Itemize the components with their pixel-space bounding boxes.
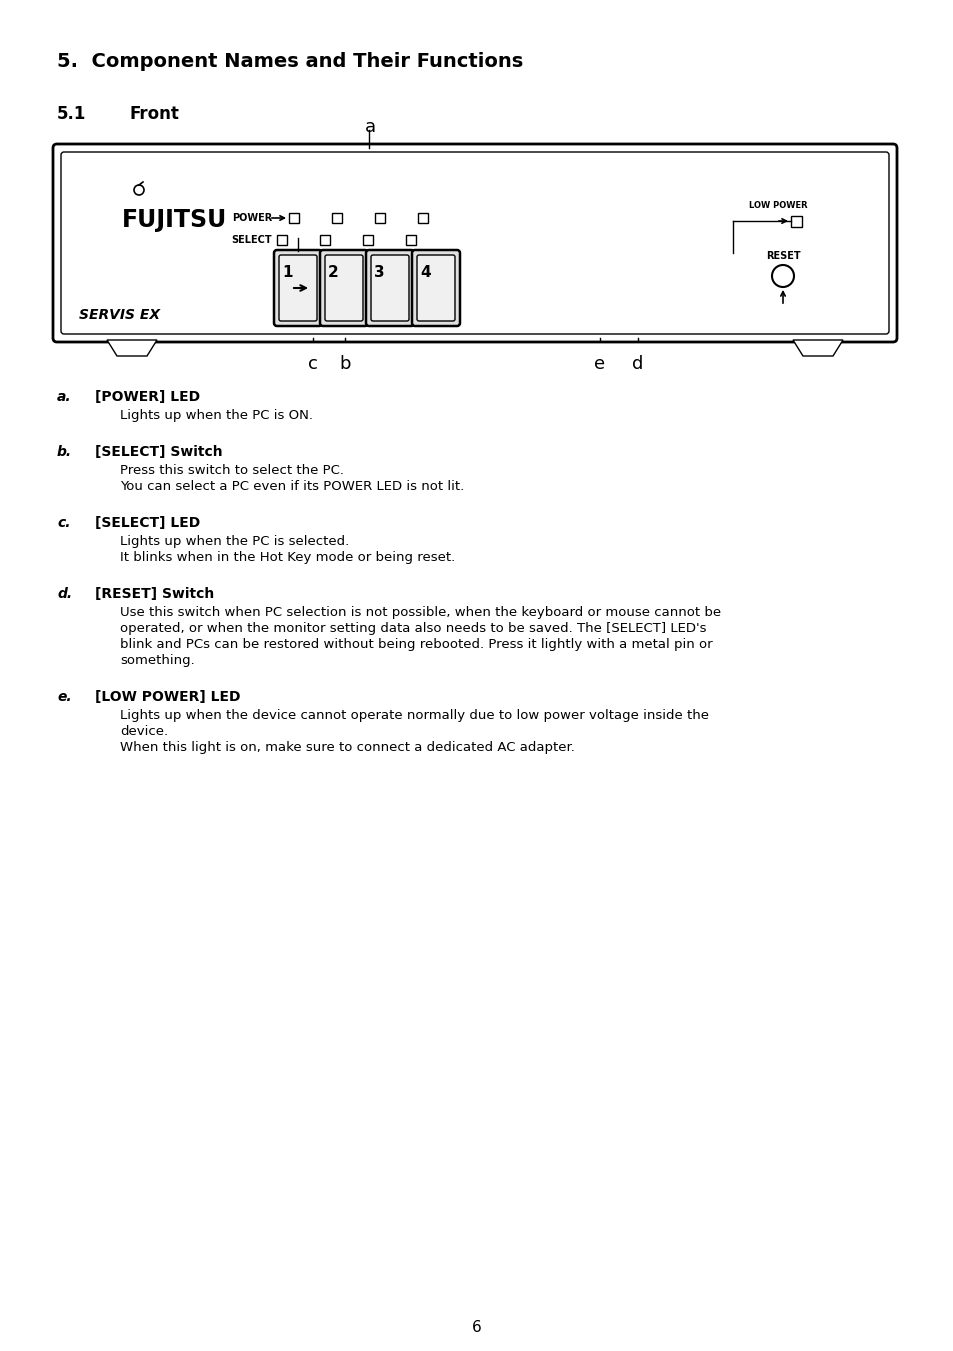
Text: LOW POWER: LOW POWER xyxy=(748,201,806,211)
Text: a: a xyxy=(365,118,375,136)
Text: 5.1: 5.1 xyxy=(57,105,87,123)
Text: c: c xyxy=(308,355,317,373)
Bar xyxy=(375,213,385,223)
FancyBboxPatch shape xyxy=(366,250,414,326)
Text: 2: 2 xyxy=(328,265,338,280)
Text: RESET: RESET xyxy=(765,251,800,261)
FancyBboxPatch shape xyxy=(371,255,409,322)
Circle shape xyxy=(133,185,144,195)
Bar xyxy=(319,235,330,245)
Bar xyxy=(289,213,298,223)
Bar xyxy=(276,235,287,245)
Text: e: e xyxy=(594,355,605,373)
Bar xyxy=(363,235,373,245)
Text: Press this switch to select the PC.: Press this switch to select the PC. xyxy=(120,463,344,477)
FancyBboxPatch shape xyxy=(412,250,459,326)
Text: e.: e. xyxy=(57,690,71,704)
Text: 5.  Component Names and Their Functions: 5. Component Names and Their Functions xyxy=(57,51,522,72)
Text: SERVIS EX: SERVIS EX xyxy=(79,308,160,322)
Text: a.: a. xyxy=(57,390,71,404)
Text: Use this switch when PC selection is not possible, when the keyboard or mouse ca: Use this switch when PC selection is not… xyxy=(120,607,720,619)
Text: [SELECT] Switch: [SELECT] Switch xyxy=(95,444,222,459)
Text: 6: 6 xyxy=(472,1320,481,1335)
Text: Lights up when the device cannot operate normally due to low power voltage insid: Lights up when the device cannot operate… xyxy=(120,709,708,721)
Text: b: b xyxy=(339,355,351,373)
Text: Lights up when the PC is ON.: Lights up when the PC is ON. xyxy=(120,409,313,422)
Text: 4: 4 xyxy=(419,265,430,280)
Text: c.: c. xyxy=(57,516,71,530)
FancyBboxPatch shape xyxy=(325,255,363,322)
Text: When this light is on, make sure to connect a dedicated AC adapter.: When this light is on, make sure to conn… xyxy=(120,740,575,754)
Polygon shape xyxy=(107,340,157,357)
Text: device.: device. xyxy=(120,725,168,738)
Text: operated, or when the monitor setting data also needs to be saved. The [SELECT] : operated, or when the monitor setting da… xyxy=(120,621,706,635)
FancyBboxPatch shape xyxy=(319,250,368,326)
Polygon shape xyxy=(792,340,842,357)
Text: POWER: POWER xyxy=(232,213,272,223)
Text: It blinks when in the Hot Key mode or being reset.: It blinks when in the Hot Key mode or be… xyxy=(120,551,455,563)
Text: SELECT: SELECT xyxy=(232,235,272,245)
Text: 1: 1 xyxy=(282,265,293,280)
Text: [POWER] LED: [POWER] LED xyxy=(95,390,200,404)
Bar xyxy=(406,235,416,245)
FancyBboxPatch shape xyxy=(53,145,896,342)
Text: d: d xyxy=(632,355,643,373)
Text: Lights up when the PC is selected.: Lights up when the PC is selected. xyxy=(120,535,349,549)
Text: 3: 3 xyxy=(374,265,384,280)
Text: FUJITSU: FUJITSU xyxy=(122,208,227,232)
FancyBboxPatch shape xyxy=(416,255,455,322)
Text: something.: something. xyxy=(120,654,194,667)
Text: b.: b. xyxy=(57,444,72,459)
Circle shape xyxy=(771,265,793,286)
FancyBboxPatch shape xyxy=(61,153,888,334)
Text: [LOW POWER] LED: [LOW POWER] LED xyxy=(95,690,240,704)
Bar xyxy=(790,216,801,227)
Text: Front: Front xyxy=(130,105,180,123)
FancyBboxPatch shape xyxy=(274,250,322,326)
Text: d.: d. xyxy=(57,586,72,601)
Bar xyxy=(332,213,341,223)
Text: blink and PCs can be restored without being rebooted. Press it lightly with a me: blink and PCs can be restored without be… xyxy=(120,638,712,651)
Text: You can select a PC even if its POWER LED is not lit.: You can select a PC even if its POWER LE… xyxy=(120,480,464,493)
Bar xyxy=(417,213,428,223)
FancyBboxPatch shape xyxy=(278,255,316,322)
Text: [RESET] Switch: [RESET] Switch xyxy=(95,586,214,601)
Text: [SELECT] LED: [SELECT] LED xyxy=(95,516,200,530)
